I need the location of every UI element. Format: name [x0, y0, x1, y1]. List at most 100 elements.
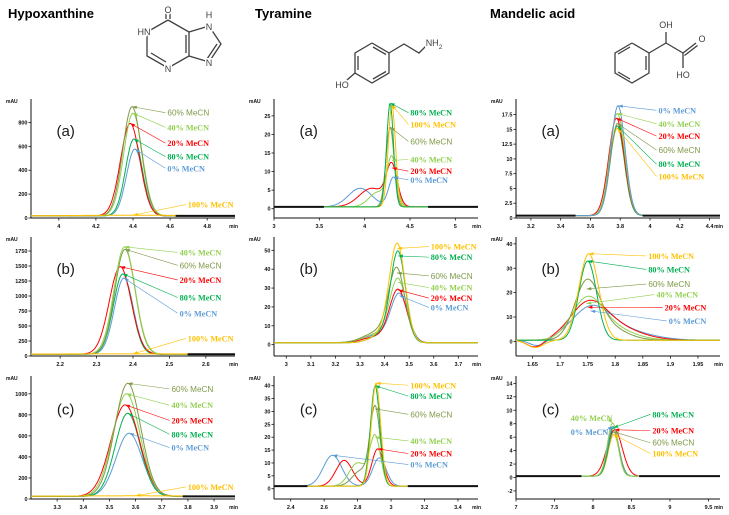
atom-label-hn: HN [138, 27, 151, 37]
svg-text:1.75: 1.75 [582, 362, 593, 368]
svg-text:0: 0 [267, 487, 270, 493]
svg-text:4.2: 4.2 [92, 224, 100, 230]
svg-text:60% MeCN: 60% MeCN [410, 137, 452, 146]
svg-text:20% MeCN: 20% MeCN [665, 303, 707, 312]
svg-text:2.3: 2.3 [93, 362, 101, 368]
svg-text:1000: 1000 [15, 392, 27, 398]
svg-text:1250: 1250 [15, 279, 27, 285]
tyramine-structure: HO NH2 [330, 18, 455, 93]
atom-label-n: N [206, 58, 213, 68]
svg-text:1.65: 1.65 [527, 362, 538, 368]
svg-text:20% MeCN: 20% MeCN [410, 167, 452, 176]
svg-text:80% MeCN: 80% MeCN [648, 265, 690, 274]
svg-text:min: min [229, 224, 238, 230]
svg-text:2.6: 2.6 [202, 362, 210, 368]
svg-text:10: 10 [264, 324, 270, 330]
svg-text:2.2: 2.2 [56, 362, 64, 368]
svg-text:40% MeCN: 40% MeCN [431, 284, 473, 293]
svg-text:2.4: 2.4 [287, 505, 296, 511]
svg-text:4.5: 4.5 [406, 224, 414, 230]
svg-text:6: 6 [509, 435, 512, 441]
svg-text:20% MeCN: 20% MeCN [410, 450, 452, 459]
svg-text:mAU: mAU [6, 376, 18, 382]
svg-text:0: 0 [509, 216, 512, 222]
svg-text:20: 20 [506, 291, 512, 297]
svg-text:15: 15 [264, 151, 270, 157]
atom-label-nh2: NH2 [426, 38, 443, 51]
svg-text:20% MeCN: 20% MeCN [659, 132, 701, 141]
svg-text:5: 5 [267, 188, 270, 194]
svg-text:mAU: mAU [6, 237, 18, 243]
svg-text:mAU: mAU [249, 99, 261, 105]
svg-text:7.5: 7.5 [551, 505, 559, 511]
svg-text:20: 20 [264, 305, 270, 311]
svg-text:8: 8 [509, 422, 512, 428]
svg-text:0% MeCN: 0% MeCN [180, 309, 218, 318]
svg-text:60% MeCN: 60% MeCN [659, 146, 701, 155]
svg-text:30: 30 [264, 286, 270, 292]
svg-text:60% MeCN: 60% MeCN [410, 410, 452, 419]
svg-text:4.4: 4.4 [129, 224, 138, 230]
svg-text:2.5: 2.5 [505, 201, 513, 207]
svg-text:60% MeCN: 60% MeCN [180, 261, 222, 270]
atom-label-n: N [165, 64, 172, 74]
svg-text:3.5: 3.5 [405, 362, 413, 368]
svg-text:4: 4 [363, 224, 367, 230]
svg-text:0: 0 [509, 475, 512, 481]
svg-text:3.7: 3.7 [158, 505, 166, 511]
svg-text:40: 40 [264, 267, 270, 273]
svg-text:60% MeCN: 60% MeCN [648, 280, 690, 289]
svg-text:17.5: 17.5 [502, 113, 513, 119]
svg-text:100% MeCN: 100% MeCN [431, 243, 477, 252]
svg-text:3.5: 3.5 [106, 505, 114, 511]
svg-text:10: 10 [506, 408, 512, 414]
svg-text:12.5: 12.5 [502, 142, 513, 148]
svg-text:40% MeCN: 40% MeCN [659, 120, 701, 129]
svg-text:40% MeCN: 40% MeCN [167, 123, 209, 132]
svg-text:800: 800 [18, 120, 27, 126]
svg-text:2.6: 2.6 [320, 505, 328, 511]
svg-text:3.6: 3.6 [430, 362, 438, 368]
svg-text:250: 250 [18, 339, 27, 345]
svg-text:10: 10 [264, 461, 270, 467]
atom-label-h: H [206, 10, 213, 20]
svg-text:25: 25 [264, 114, 270, 120]
svg-text:min: min [714, 362, 723, 368]
svg-text:9: 9 [668, 505, 671, 511]
atom-label-ho: HO [335, 80, 349, 90]
svg-text:20: 20 [264, 132, 270, 138]
svg-text:3.5: 3.5 [316, 224, 324, 230]
svg-text:3.6: 3.6 [132, 505, 140, 511]
svg-text:7: 7 [514, 505, 517, 511]
svg-text:20% MeCN: 20% MeCN [180, 276, 222, 285]
svg-text:80% MeCN: 80% MeCN [167, 153, 209, 162]
svg-text:2.8: 2.8 [354, 505, 362, 511]
svg-text:3.8: 3.8 [616, 224, 624, 230]
svg-text:25: 25 [264, 422, 270, 428]
svg-text:min: min [714, 505, 723, 511]
chromatogram-mandelic-acid-a: 3.2 3.4 3.6 3.8 4 4.2 4.4 0 2.5 5 7.5 10 12.5 15 17.5 m… [489, 94, 727, 232]
svg-text:3: 3 [390, 505, 393, 511]
svg-text:4.8: 4.8 [203, 224, 211, 230]
svg-text:(a): (a) [300, 123, 318, 140]
chromatogram-hypoxanthine-a: 4 4.2 4.4 4.6 4.8 0 200 400 600 800 mAU min (a) 0% Me… [4, 94, 242, 232]
svg-text:mAU: mAU [491, 237, 503, 243]
svg-text:4.2: 4.2 [676, 224, 684, 230]
chromatogram-hypoxanthine-c: 3.3 3.4 3.5 3.6 3.7 3.8 3.9 0 200 400 600 800 1000 mA… [4, 371, 242, 513]
svg-text:100% MeCN: 100% MeCN [188, 483, 234, 492]
svg-text:3: 3 [285, 362, 288, 368]
svg-text:min: min [229, 362, 238, 368]
svg-text:3.4: 3.4 [381, 362, 390, 368]
svg-text:10: 10 [506, 157, 512, 163]
svg-text:0: 0 [24, 354, 27, 360]
svg-text:3.8: 3.8 [184, 505, 192, 511]
svg-text:80% MeCN: 80% MeCN [410, 392, 452, 401]
svg-text:600: 600 [18, 434, 27, 440]
svg-text:(b): (b) [57, 261, 75, 278]
svg-text:mAU: mAU [491, 99, 503, 105]
svg-text:60% MeCN: 60% MeCN [171, 385, 213, 394]
atom-label-oh: OH [659, 20, 673, 30]
column-title-hypoxanthine: Hypoxanthine [8, 6, 94, 21]
svg-text:40% MeCN: 40% MeCN [171, 401, 213, 410]
